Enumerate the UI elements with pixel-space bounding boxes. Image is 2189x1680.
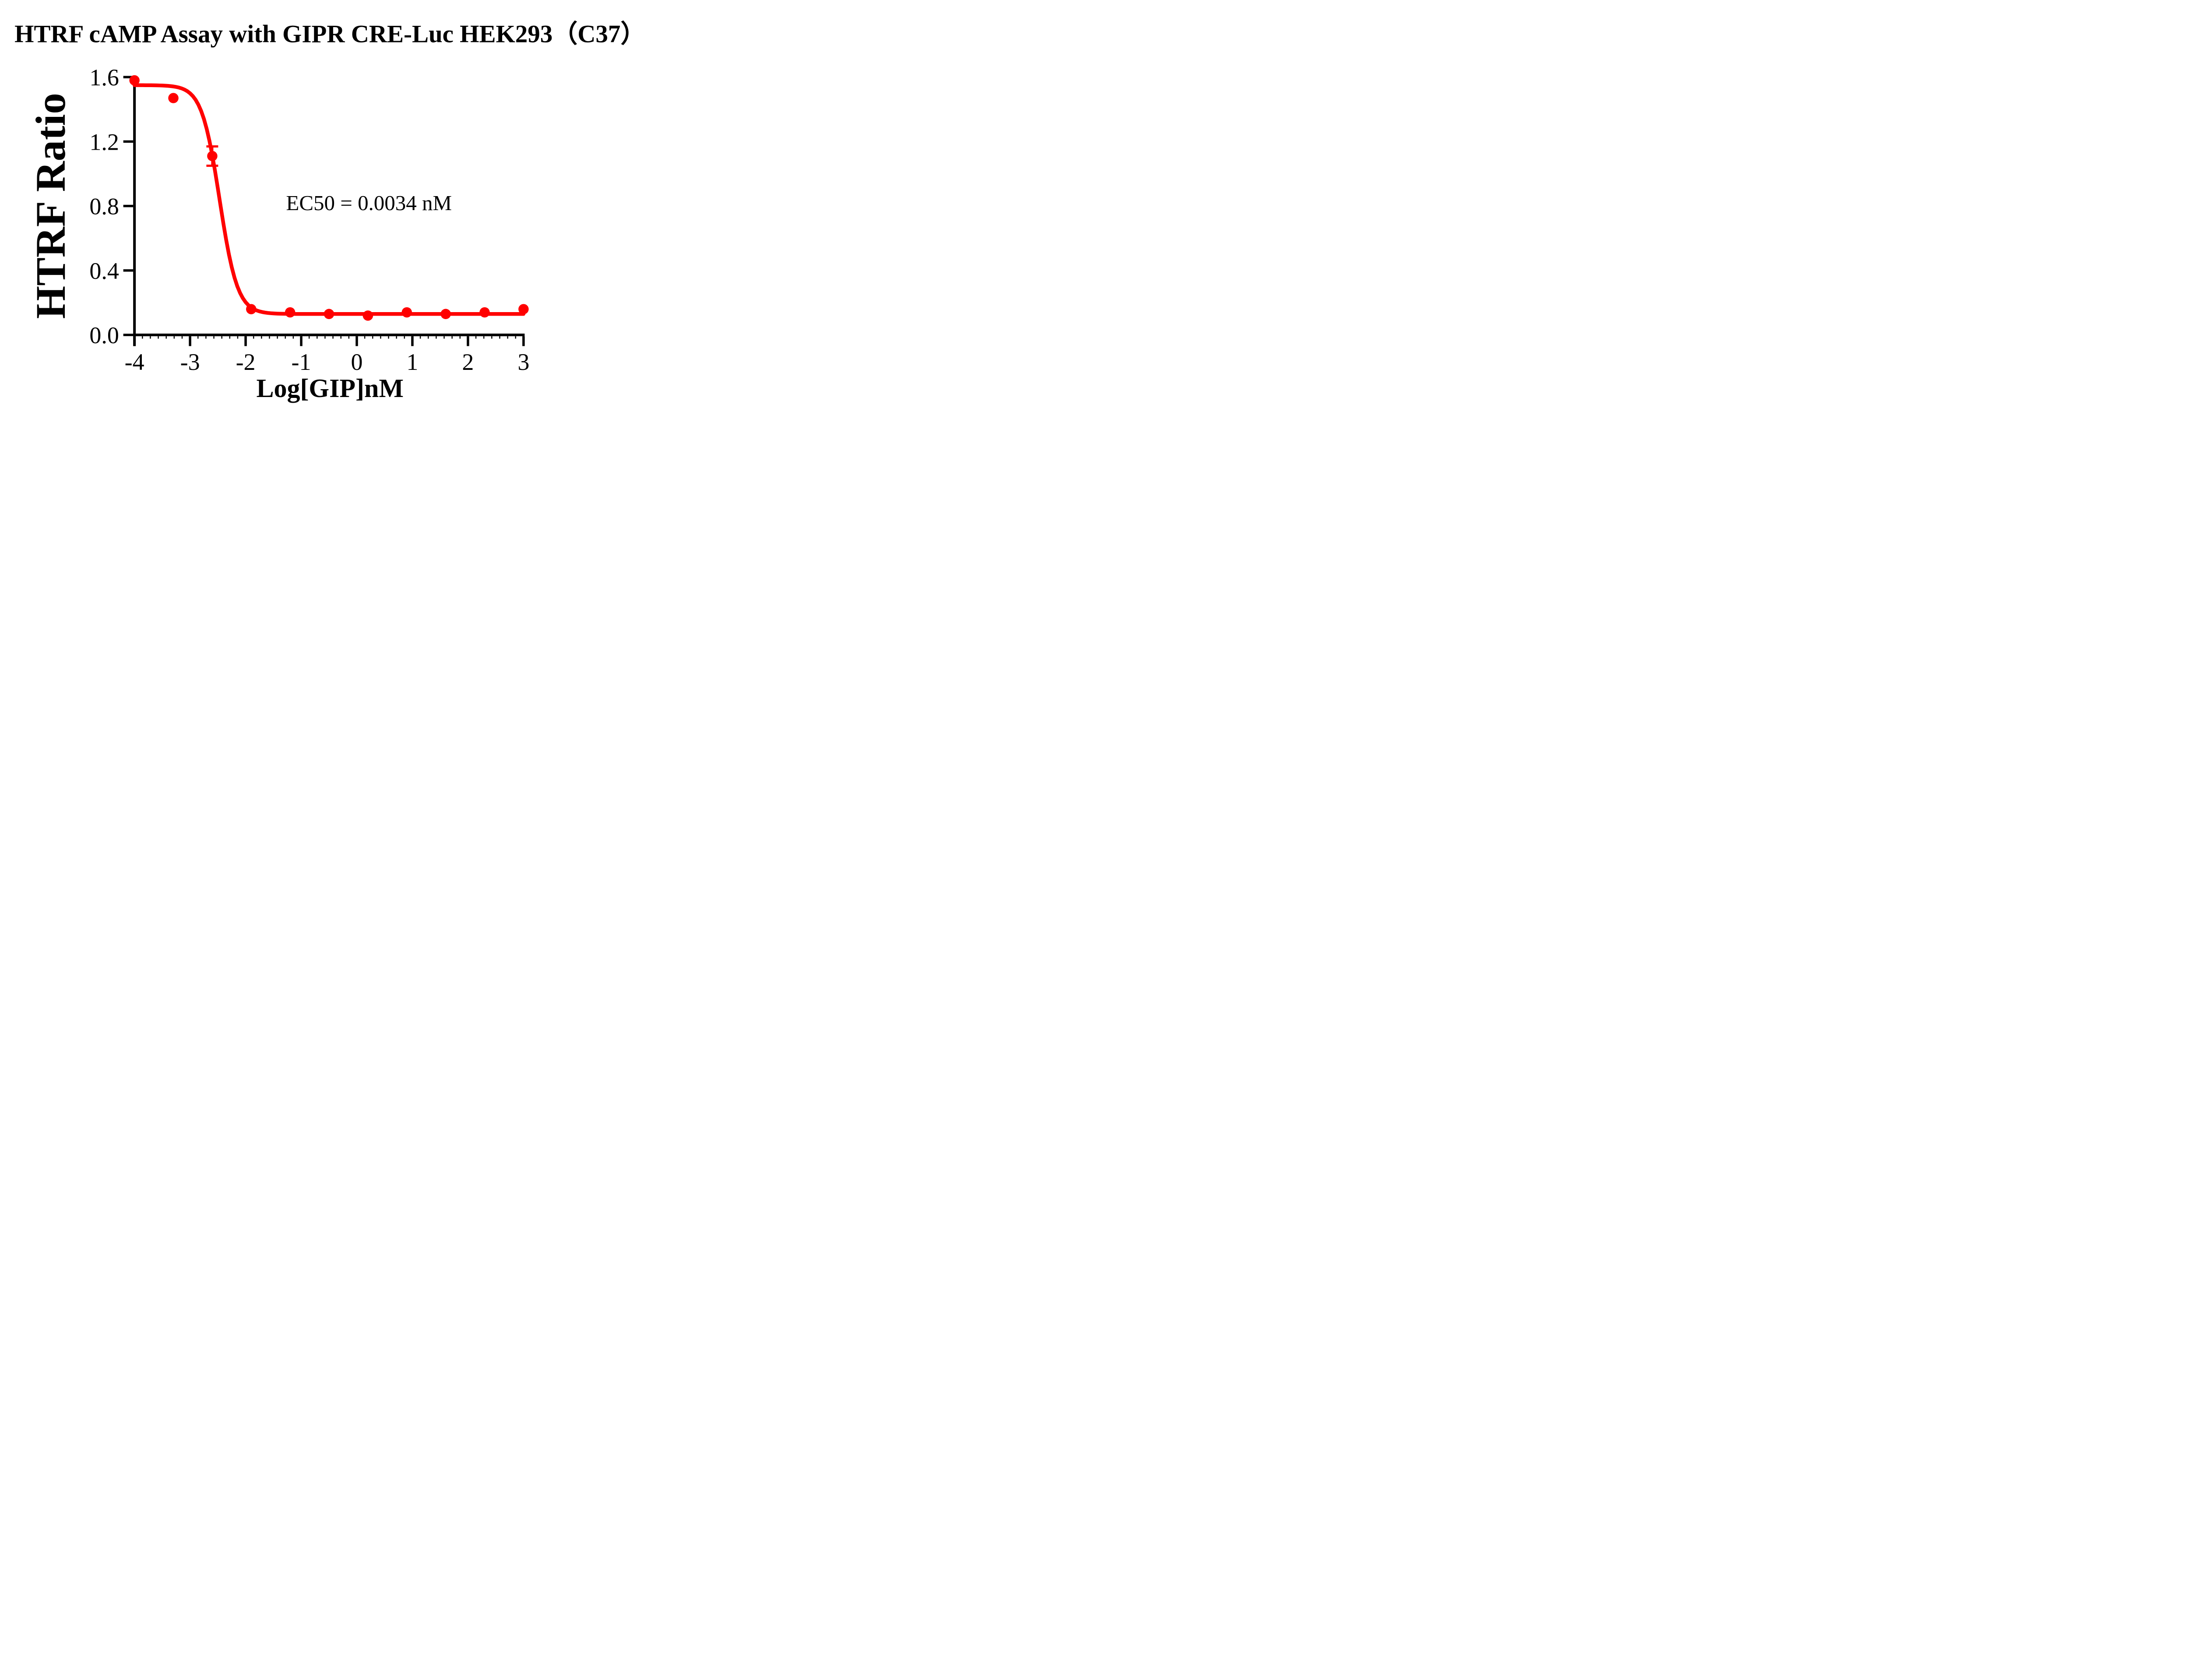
data-point (401, 307, 412, 318)
x-tick-label: 2 (462, 349, 474, 375)
data-point (518, 304, 529, 315)
y-tick-label: 1.6 (89, 64, 119, 91)
x-tick-label: -2 (236, 349, 256, 375)
y-axis-title: HTRF Ratio (27, 93, 74, 319)
chart-figure: -4 -3 -2 -1 0 1 2 3 0.0 0.4 0.8 1.2 1.6 HTRF cAMP As… (0, 0, 657, 420)
data-point (246, 304, 257, 315)
data-point (285, 307, 296, 318)
ec50-annotation: EC50 = 0.0034 nM (286, 191, 452, 215)
y-tick-label: 0.0 (89, 322, 119, 348)
axes: -4 -3 -2 -1 0 1 2 3 0.0 0.4 0.8 1.2 1.6 (89, 64, 529, 375)
chart-title: HTRF cAMP Assay with GIPR CRE-Luc HEK293… (14, 20, 645, 48)
x-tick-label: 1 (406, 349, 418, 375)
dose-response-series (129, 75, 529, 321)
y-tick-label: 0.4 (89, 258, 119, 284)
data-point (362, 310, 373, 321)
chart-svg: -4 -3 -2 -1 0 1 2 3 0.0 0.4 0.8 1.2 1.6 HTRF cAMP As… (14, 20, 645, 403)
data-point (207, 151, 218, 162)
x-tick-label: -1 (292, 349, 311, 375)
x-tick-label: -4 (125, 349, 144, 375)
data-point (440, 309, 451, 320)
y-tick-label: 1.2 (89, 129, 119, 155)
x-tick-label: 3 (517, 349, 529, 375)
x-axis-title: Log[GIP]nM (257, 374, 404, 403)
data-point (129, 75, 140, 86)
y-tick-label: 0.8 (89, 193, 119, 220)
data-point (168, 93, 179, 103)
x-tick-label: 0 (351, 349, 362, 375)
data-point (479, 307, 490, 318)
x-tick-label: -3 (180, 349, 200, 375)
data-point (324, 309, 334, 320)
